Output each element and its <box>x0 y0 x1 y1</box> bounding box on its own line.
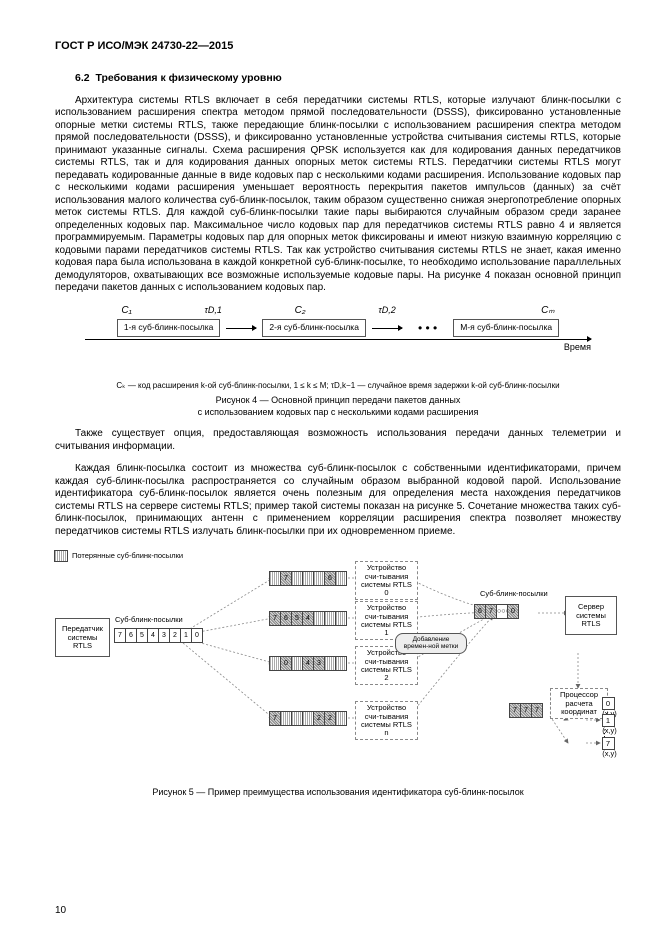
fig4-cm: Cₘ <box>541 305 554 318</box>
fig4-caption: Рисунок 4 — Основной принцип передачи па… <box>55 395 621 418</box>
fig5-lost-legend: Потерянные суб-блинк-посылки <box>55 550 183 562</box>
fig4-arrow2 <box>372 328 402 329</box>
fig5-timestamp: Добавление времен-ной метки <box>395 633 467 653</box>
fig4-arrow1 <box>226 328 256 329</box>
fig4-tau2: τD,2 <box>378 305 395 318</box>
figure-5: Потерянные суб-блинк-посылки Передатчик … <box>55 548 621 783</box>
c: 0 <box>191 628 203 643</box>
fig4-cap1: Рисунок 4 — Основной принцип передачи па… <box>216 395 461 405</box>
doc-header: ГОСТ Р ИСО/МЭК 24730-22—2015 <box>55 40 621 54</box>
para-1: Архитектура системы RTLS включает в себя… <box>55 95 621 295</box>
fig5-g3: 722 <box>270 711 347 726</box>
fig4-time: Время <box>55 342 621 353</box>
fig5-strip: 67○○○○0 <box>475 604 519 619</box>
fig4-tau1: τD,1 <box>204 305 221 318</box>
fig4-boxM: M-я суб-блинк-посылка <box>453 319 559 336</box>
fig5-transmitter: Передатчик системы RTLS <box>55 618 110 657</box>
figure-4: C₁ τD,1 C₂ τD,2 Cₘ 1-я суб-блинк-посылка… <box>55 305 621 375</box>
fig4-dots: • • • <box>408 321 447 336</box>
fig4-cap2: с использованием кодовых пар с нескольки… <box>198 407 479 417</box>
fig4-box2: 2-я суб-блинк-посылка <box>262 319 366 336</box>
fig5-g0: 76 <box>270 571 347 586</box>
fig5-rxn: Устройство счи-тывания системы RTLS n <box>355 701 418 740</box>
fig5-cells: 7 6 5 4 3 2 1 0 <box>115 628 203 643</box>
fig5-g1: 7654 <box>270 611 347 626</box>
fig4-c1: C₁ <box>121 305 131 318</box>
para-3: Каждая блинк-посылка состоит из множеств… <box>55 463 621 538</box>
section-title: 6.2 Требования к физическому уровню <box>75 72 621 85</box>
fig5-lost-label: Потерянные суб-блинк-посылки <box>72 552 183 560</box>
section-text: Требования к физическому уровню <box>95 72 281 84</box>
fig5-sub2: Суб-блинк-посылки <box>480 590 548 598</box>
fig5-out7: 7(x,y) <box>595 737 621 758</box>
fig5-sub-label: Суб-блинк-посылки <box>115 616 183 624</box>
fig4-legend: Cₖ — код расширения k-ой суб-блинк-посыл… <box>55 381 621 391</box>
fig4-timeline <box>85 339 591 340</box>
fig4-box1: 1-я суб-блинк-посылка <box>117 319 221 336</box>
fig5-pin: 777 <box>510 703 543 718</box>
c: 0 <box>507 604 519 619</box>
para-2: Также существует опция, предоставляющая … <box>55 428 621 453</box>
fig5-g2: 043 <box>270 656 347 671</box>
fig4-c2: C₂ <box>295 305 306 318</box>
c: 7 <box>531 703 543 718</box>
fig5-caption: Рисунок 5 — Пример преимущества использо… <box>55 787 621 799</box>
page-number: 10 <box>55 905 66 918</box>
fig5-server: Сервер системы RTLS <box>565 596 617 635</box>
fig5-rx0: Устройство счи-тывания системы RTLS 0 <box>355 561 418 600</box>
section-num: 6.2 <box>75 72 90 84</box>
